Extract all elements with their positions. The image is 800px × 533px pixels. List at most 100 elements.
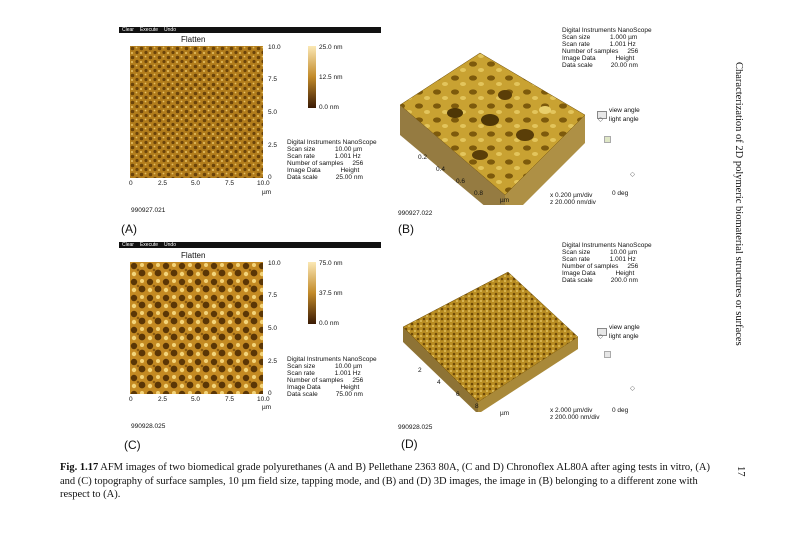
running-header: Characterization of 2D polymeric biomate… xyxy=(733,62,744,346)
colorbar-a-bottom: 0.0 nm xyxy=(319,104,339,111)
menu-undo[interactable]: Undo xyxy=(164,27,176,33)
caption-text: AFM images of two biomedical grade polyu… xyxy=(60,462,711,500)
y-tick-c-3: 2.5 xyxy=(268,358,278,365)
colorbar-a xyxy=(308,46,316,108)
meta-line-d-3: Image Data Height xyxy=(562,270,635,277)
axis-unit-b: µm xyxy=(500,197,510,204)
meta-line-b-2: Number of samples 256 xyxy=(562,48,639,55)
y-tick-a-2: 5.0 xyxy=(268,109,278,116)
panel-label-a: (A) xyxy=(121,222,137,236)
meta-header-d: Digital Instruments NanoScope xyxy=(562,242,652,249)
x-tick-a-3: 7.5 xyxy=(225,180,235,187)
meta-line-a-1: Scan rate 1.001 Hz xyxy=(287,153,361,160)
y-tick-c-4: 0 xyxy=(268,390,272,397)
y-tick-c-1: 7.5 xyxy=(268,292,278,299)
light-indicator-d: ◇ xyxy=(630,385,635,392)
axis-tick-b-2: 0.6 xyxy=(456,178,466,185)
meta-header-a: Digital Instruments NanoScope xyxy=(287,139,377,146)
deg-label-b: 0 deg xyxy=(612,190,629,197)
afm-menubar-a: Clear Execute Undo xyxy=(119,27,381,33)
x-tick-a-2: 5.0 xyxy=(191,180,201,187)
y-tick-c-0: 10.0 xyxy=(268,260,281,267)
meta-line-d-4: Data scale 200.0 nm xyxy=(562,277,638,284)
meta-line-a-3: Image Data Height xyxy=(287,167,360,174)
menu-execute[interactable]: Execute xyxy=(139,27,159,33)
axis-tick-b-1: 0.4 xyxy=(436,166,446,173)
view-angle-label-d: view angle xyxy=(609,324,640,331)
axis-unit-d: µm xyxy=(500,410,510,417)
view-indicator-b xyxy=(604,136,611,143)
y-tick-a-3: 2.5 xyxy=(268,142,278,149)
axis-tick-d-2: 6 xyxy=(456,391,460,398)
afm-3d-surface-b xyxy=(399,52,586,205)
meta-line-b-4: Data scale 20.00 nm xyxy=(562,62,638,69)
meta-line-a-4: Data scale 25.00 nm xyxy=(287,174,363,181)
view-angle-icon-d xyxy=(597,323,607,341)
scale-z-b: z 20.000 nm/div xyxy=(550,199,596,206)
x-tick-a-1: 2.5 xyxy=(158,180,168,187)
menu-clear[interactable]: Clear xyxy=(122,27,134,33)
view-indicator-d xyxy=(604,351,611,358)
meta-line-d-1: Scan rate 1.001 Hz xyxy=(562,256,636,263)
panel-label-b: (B) xyxy=(398,222,414,236)
y-tick-c-2: 5.0 xyxy=(268,325,278,332)
afm-height-image-c xyxy=(130,262,263,394)
axis-tick-d-0: 2 xyxy=(418,367,422,374)
light-angle-label-b: light angle xyxy=(609,116,639,123)
scale-z-d: z 200.000 nm/div xyxy=(550,414,600,421)
x-tick-c-2: 5.0 xyxy=(191,396,201,403)
meta-line-c-0: Scan size 10.00 µm xyxy=(287,363,363,370)
colorbar-c-bottom: 0.0 nm xyxy=(319,320,339,327)
axis-tick-b-3: 0.8 xyxy=(474,190,484,197)
image-id-b: 990927.022 xyxy=(398,210,433,217)
meta-line-a-2: Number of samples 256 xyxy=(287,160,364,167)
afm-height-image-a xyxy=(130,46,263,178)
meta-line-d-0: Scan size 10.00 µm xyxy=(562,249,638,256)
figure-caption: Fig. 1.17 AFM images of two biomedical g… xyxy=(60,461,722,502)
y-tick-a-1: 7.5 xyxy=(268,76,278,83)
panel-label-c: (C) xyxy=(124,438,141,452)
meta-line-c-2: Number of samples 256 xyxy=(287,377,364,384)
meta-header-b: Digital Instruments NanoScope xyxy=(562,27,652,34)
meta-line-b-1: Scan rate 1.001 Hz xyxy=(562,41,636,48)
afm-3d-surface-d xyxy=(402,271,579,412)
meta-line-c-4: Data scale 75.00 nm xyxy=(287,391,363,398)
afm-menubar-c: Clear Execute Undo xyxy=(119,242,381,248)
x-tick-c-1: 2.5 xyxy=(158,396,168,403)
light-angle-icon-d: ◇ xyxy=(598,333,603,340)
meta-header-c: Digital Instruments NanoScope xyxy=(287,356,377,363)
afm-title-a: Flatten xyxy=(181,35,206,44)
scale-x-d: x 2.000 µm/div xyxy=(550,407,593,414)
menu-clear-c[interactable]: Clear xyxy=(122,242,134,248)
meta-line-b-0: Scan size 1.000 µm xyxy=(562,34,638,41)
meta-line-a-0: Scan size 10.00 µm xyxy=(287,146,363,153)
x-tick-c-3: 7.5 xyxy=(225,396,235,403)
panel-label-d: (D) xyxy=(401,437,418,451)
x-tick-c-4: 10.0 xyxy=(257,396,270,403)
axis-tick-d-1: 4 xyxy=(437,379,441,386)
page-number: 17 xyxy=(735,466,746,477)
y-tick-a-4: 0 xyxy=(268,174,272,181)
x-unit-a: µm xyxy=(262,189,272,196)
light-indicator-b: ◇ xyxy=(630,171,635,178)
view-angle-label-b: view angle xyxy=(609,107,640,114)
light-angle-label-d: light angle xyxy=(609,333,639,340)
meta-line-c-3: Image Data Height xyxy=(287,384,360,391)
x-tick-c-0: 0 xyxy=(129,396,133,403)
deg-label-d: 0 deg xyxy=(612,407,629,414)
view-angle-icon-b xyxy=(597,106,607,124)
scale-x-b: x 0.200 µm/div xyxy=(550,192,593,199)
light-angle-icon-b: ◇ xyxy=(598,116,603,123)
axis-tick-d-3: 8 xyxy=(475,403,479,410)
colorbar-c-top: 75.0 nm xyxy=(319,260,343,267)
afm-title-c: Flatten xyxy=(181,251,206,260)
y-tick-a-0: 10.0 xyxy=(268,44,281,51)
image-id-c: 990928.025 xyxy=(131,423,166,430)
menu-execute-c[interactable]: Execute xyxy=(139,242,159,248)
menu-undo-c[interactable]: Undo xyxy=(164,242,176,248)
x-tick-a-4: 10.0 xyxy=(257,180,270,187)
colorbar-a-mid: 12.5 nm xyxy=(319,74,343,81)
meta-line-b-3: Image Data Height xyxy=(562,55,635,62)
axis-tick-b-0: 0.2 xyxy=(418,154,428,161)
image-id-d: 990928.025 xyxy=(398,424,433,431)
